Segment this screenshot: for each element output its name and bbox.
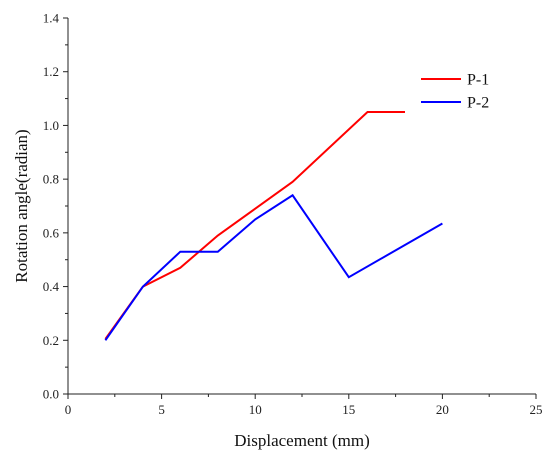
x-tick-label: 0	[65, 402, 72, 417]
y-axis-title: Rotation angle(radian)	[12, 129, 31, 282]
y-tick-label: 0.6	[43, 225, 60, 240]
y-tick-label: 0.4	[43, 279, 60, 294]
x-tick-label: 10	[249, 402, 262, 417]
x-axis-title: Displacement (mm)	[234, 431, 370, 450]
legend-label-p-1: P-1	[467, 72, 489, 89]
x-tick-label: 20	[436, 402, 449, 417]
y-tick-label: 1.0	[43, 118, 59, 133]
legend-label-p-2: P-2	[467, 95, 489, 112]
series-line-p-2	[104, 193, 443, 341]
x-tick-label: 15	[342, 402, 355, 417]
x-tick-label: 5	[158, 402, 165, 417]
y-tick-label: 1.2	[43, 64, 59, 79]
plot-area: 0 5 10 15 20 25 0.0 0.2 0.4 0.6 0.8 1.0 1.2 1.4	[43, 11, 543, 418]
x-tick-label: 25	[530, 402, 543, 417]
y-tick-label: 0.8	[43, 172, 59, 187]
y-tick-label: 0.0	[43, 387, 59, 402]
y-tick-label: 0.2	[43, 333, 59, 348]
legend: P-1P-2	[421, 72, 489, 112]
series-line-p-1	[104, 111, 405, 340]
y-tick-label: 1.4	[43, 11, 60, 26]
